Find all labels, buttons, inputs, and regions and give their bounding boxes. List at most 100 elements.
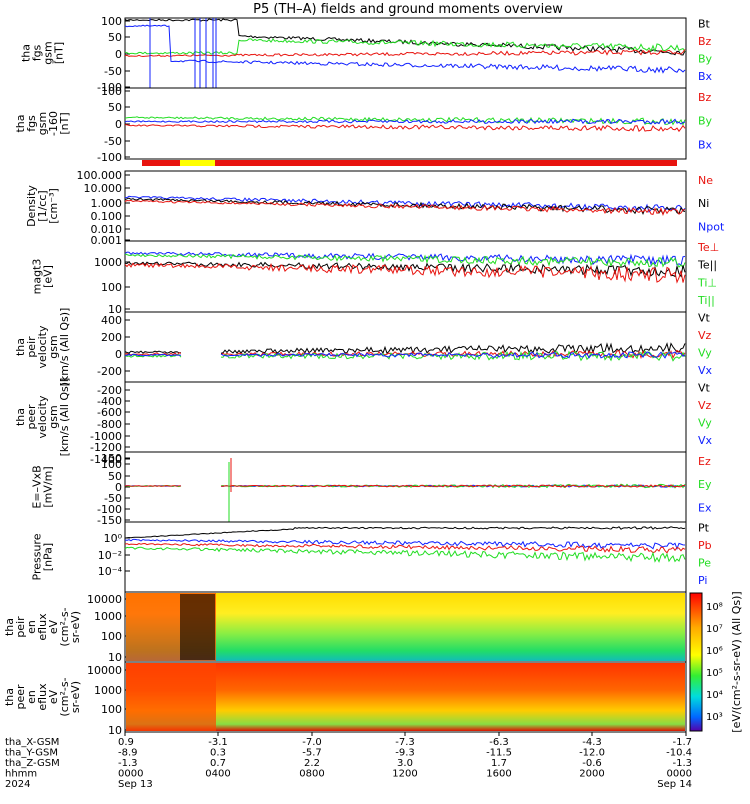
y-tick-label: -50 <box>104 492 122 505</box>
y-tick-label: -600 <box>97 406 122 419</box>
y-axis-label: gsm <box>47 335 60 358</box>
y-tick-label: 10000 <box>87 593 122 606</box>
x-tick-label: -4.3 <box>582 737 602 748</box>
legend-Ey: Ey <box>698 478 712 491</box>
y-tick-label: -100 <box>97 151 122 164</box>
series-line <box>124 351 686 359</box>
x-tick-label: -1.3 <box>672 758 692 769</box>
y-axis-label: peer <box>14 684 27 710</box>
x-tick-label: 0000 <box>667 769 692 780</box>
series-line <box>124 24 686 74</box>
series-line <box>124 542 686 554</box>
legend-Ni: Ni <box>698 197 709 210</box>
y-axis-label: (cm²-s- <box>58 677 71 716</box>
y-axis-label: magt3 <box>31 259 44 295</box>
y-tick-label: -100 <box>97 503 122 516</box>
y-tick-label: -200 <box>97 365 122 378</box>
x-row-label: hhmm <box>5 769 37 780</box>
y-tick-label: -50 <box>104 65 122 78</box>
y-axis-label: [km/s (All Qs)] <box>58 378 71 457</box>
y-axis-label: gsm <box>47 405 60 428</box>
y-tick-label: 100 <box>101 630 122 643</box>
y-tick-label: 10 <box>108 724 122 737</box>
y-axis-label: eflux <box>36 613 49 641</box>
y-tick-label: 10⁻⁴ <box>98 565 123 578</box>
y-axis-label: tha <box>14 408 27 426</box>
y-axis-label: sr-eV) <box>69 611 82 643</box>
y-tick-label: -1000 <box>90 430 122 443</box>
y-axis-label: [mV/m] <box>42 466 55 507</box>
legend-Pi: Pi <box>698 574 707 587</box>
x-tick-label: -7.0 <box>302 737 322 748</box>
y-tick-label: 100 <box>101 703 122 716</box>
y-axis-label: (cm²-s- <box>58 607 71 646</box>
x-tick-label: 2000 <box>579 769 604 780</box>
y-axis-label: tha <box>14 338 27 356</box>
colorbar-tick-label: 10⁸ <box>706 602 723 613</box>
y-tick-label: -400 <box>97 395 122 408</box>
y-tick-label: -1400 <box>90 453 122 466</box>
y-tick-label: 100 <box>101 281 122 294</box>
legend-Pt: Pt <box>698 522 710 535</box>
series-line <box>124 342 686 355</box>
legend-Bx: Bx <box>698 70 713 83</box>
y-axis-label: [eV] <box>42 265 55 288</box>
heatmap-fill <box>126 663 685 731</box>
y-tick-label: 1000 <box>94 684 122 697</box>
y-tick-label: 100.000 <box>77 169 123 182</box>
panel-temperature: 1000 100 10 magt3[eV] Te⊥ Te|| Ti⊥ Ti|| <box>31 240 719 316</box>
x-tick-label: -7.3 <box>395 737 415 748</box>
y-tick-label: -50 <box>104 135 122 148</box>
y-tick-label: 1000 <box>94 610 122 623</box>
x-tick-label: -0.6 <box>582 758 602 769</box>
colorbar-tick-label: 10³ <box>706 712 723 723</box>
y-axis-label: en <box>25 690 38 704</box>
y-tick-label: 0 <box>115 348 122 361</box>
series-line <box>124 526 686 539</box>
x-row-label: 2024 <box>5 779 30 790</box>
status-bar <box>142 160 677 166</box>
y-axis-label: [nPa] <box>42 543 55 571</box>
y-axis-label: gsm <box>42 41 55 64</box>
panel-peer_velocity: -200-400-600-800-1000-1200-1400 thapeerve… <box>14 378 713 466</box>
x-tick-label: 1600 <box>486 769 511 780</box>
series-line <box>124 116 686 126</box>
status-bar-segment <box>180 160 215 166</box>
x-tick-label: 2.2 <box>304 758 320 769</box>
y-tick-label: 1.000 <box>91 197 123 210</box>
y-axis-label: eV <box>47 619 60 634</box>
y-axis-label: [nT] <box>58 112 71 134</box>
colorbar-label: [eV/(cm²-s-sr-eV) (All Qs)] <box>730 591 743 732</box>
y-axis-label: tha <box>3 618 16 636</box>
y-axis-label: fgs <box>25 115 38 132</box>
y-axis-label: fgs <box>31 44 44 61</box>
x-tick-label: 0.7 <box>210 758 226 769</box>
y-tick-label: 10⁰ <box>104 532 123 545</box>
y-axis-label: peir <box>25 336 38 358</box>
y-axis-label: velocity <box>36 325 49 368</box>
y-axis-label: en <box>25 620 38 634</box>
x-tick-label: -10.4 <box>666 748 692 759</box>
x-tick-label: -12.0 <box>579 748 605 759</box>
series-line <box>124 262 686 284</box>
x-tick-label: -6.3 <box>489 737 509 748</box>
colorbar-tick-label: 10⁷ <box>706 624 723 635</box>
x-tick-label: Sep 13 <box>118 779 153 790</box>
y-axis-label: tha <box>20 44 33 62</box>
legend-Bt: Bt <box>698 18 711 31</box>
y-axis-label: tha <box>3 688 16 706</box>
heatmap-fill <box>126 593 685 661</box>
panel-frame <box>124 240 687 313</box>
panel-peer_eflux: 10000 1000 100 10 thapeerenefluxeV(cm²-s-sr-… <box>3 661 687 737</box>
x-tick-label: 0400 <box>205 769 230 780</box>
y-axis-label: [cm⁻³] <box>47 188 60 224</box>
series-line <box>124 251 686 267</box>
legend-Vx: Vx <box>698 364 713 377</box>
y-axis-label: peir <box>14 616 27 638</box>
x-tick-label: Sep 14 <box>657 779 692 790</box>
x-tick-label: 3.0 <box>397 758 413 769</box>
